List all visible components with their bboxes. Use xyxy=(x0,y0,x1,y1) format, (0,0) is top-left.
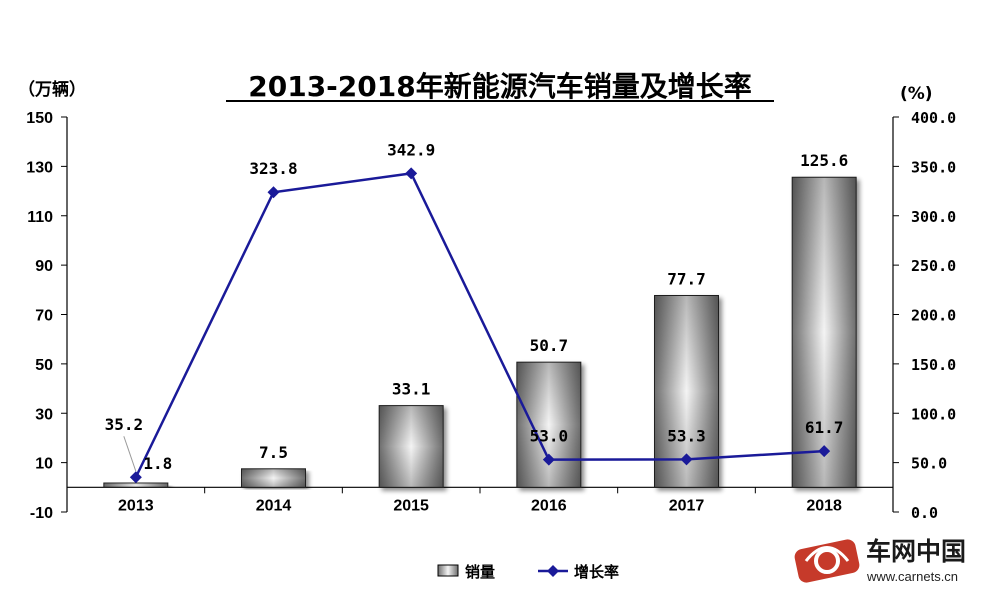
right-tick-label: 0.0 xyxy=(911,504,938,522)
x-tick-label: 2014 xyxy=(256,497,292,514)
chart-title: 2013-2018年新能源汽车销量及增长率 xyxy=(248,70,751,103)
bar-value-label: 125.6 xyxy=(800,151,848,170)
growth-value-label: 323.8 xyxy=(249,159,297,178)
bar-value-label: 1.8 xyxy=(143,454,172,473)
bar-sales-shade xyxy=(792,177,857,488)
left-tick-label: 30 xyxy=(35,406,53,423)
x-tick-label: 2018 xyxy=(806,497,842,514)
growth-value-label: 342.9 xyxy=(387,140,435,159)
line-growth-rate xyxy=(134,172,825,478)
growth-rate-marker xyxy=(405,167,418,180)
legend-line-label: 增长率 xyxy=(574,563,619,581)
x-tick-label: 2017 xyxy=(669,497,705,514)
plot-area: 150 130 110 90 70 50 30 10 -10 400.0 350.0 300.0 250… xyxy=(26,109,956,522)
bar-sales-shade xyxy=(379,405,444,488)
left-tick-label: 70 xyxy=(35,308,53,325)
left-tick-label: 150 xyxy=(26,110,53,127)
left-tick-label: 50 xyxy=(35,357,53,374)
left-tick-label: 130 xyxy=(26,159,53,176)
right-tick-label: 300.0 xyxy=(911,208,956,226)
legend-bar-swatch xyxy=(437,564,459,577)
bar-value-label: 50.7 xyxy=(530,336,569,355)
bar-sales-shade xyxy=(103,482,168,488)
growth-value-label: 61.7 xyxy=(805,418,844,437)
bar-value-label: 33.1 xyxy=(392,380,431,399)
growth-rate-marker xyxy=(818,445,831,458)
left-axis-unit: （万辆） xyxy=(18,79,86,100)
right-tick-label: 100.0 xyxy=(911,405,956,423)
right-tick-label: 400.0 xyxy=(911,109,956,127)
watermark-logo: 车网中国 www.carnets.cn xyxy=(794,537,966,584)
watermark-name: 车网中国 xyxy=(866,537,966,566)
legend-bar-label: 销量 xyxy=(465,563,495,581)
right-tick-label: 150.0 xyxy=(911,356,956,374)
right-axis-unit: (%) xyxy=(900,84,933,104)
growth-value-label: 35.2 xyxy=(105,415,144,434)
right-tick-label: 350.0 xyxy=(911,158,956,176)
left-tick-label: -10 xyxy=(30,505,53,522)
x-tick-label: 2016 xyxy=(531,497,567,514)
x-tick-label: 2015 xyxy=(393,497,429,514)
growth-value-label: 53.0 xyxy=(530,427,569,446)
right-tick-label: 250.0 xyxy=(911,257,956,275)
growth-rate-marker xyxy=(267,186,280,199)
growth-value-label: 53.3 xyxy=(667,426,706,445)
x-tick-label: 2013 xyxy=(118,497,154,514)
right-tick-label: 200.0 xyxy=(911,307,956,325)
bar-sales-shade xyxy=(516,362,581,488)
bar-value-label: 77.7 xyxy=(667,269,706,288)
growth-rate-marker xyxy=(680,453,693,466)
left-tick-label: 10 xyxy=(35,456,53,473)
growth-label-leader xyxy=(123,436,137,472)
carnets-logo-mark xyxy=(794,539,860,583)
legend: 销量 增长率 xyxy=(437,563,619,581)
right-tick-label: 50.0 xyxy=(911,455,947,473)
legend-line-marker xyxy=(547,565,559,577)
growth-rate-marker xyxy=(129,471,142,484)
left-tick-label: 110 xyxy=(27,209,53,226)
watermark-url: www.carnets.cn xyxy=(866,569,958,584)
bar-sales-shade xyxy=(241,468,306,488)
bar-value-label: 7.5 xyxy=(259,443,288,462)
growth-rate-marker xyxy=(542,453,555,466)
left-tick-label: 90 xyxy=(35,258,53,275)
